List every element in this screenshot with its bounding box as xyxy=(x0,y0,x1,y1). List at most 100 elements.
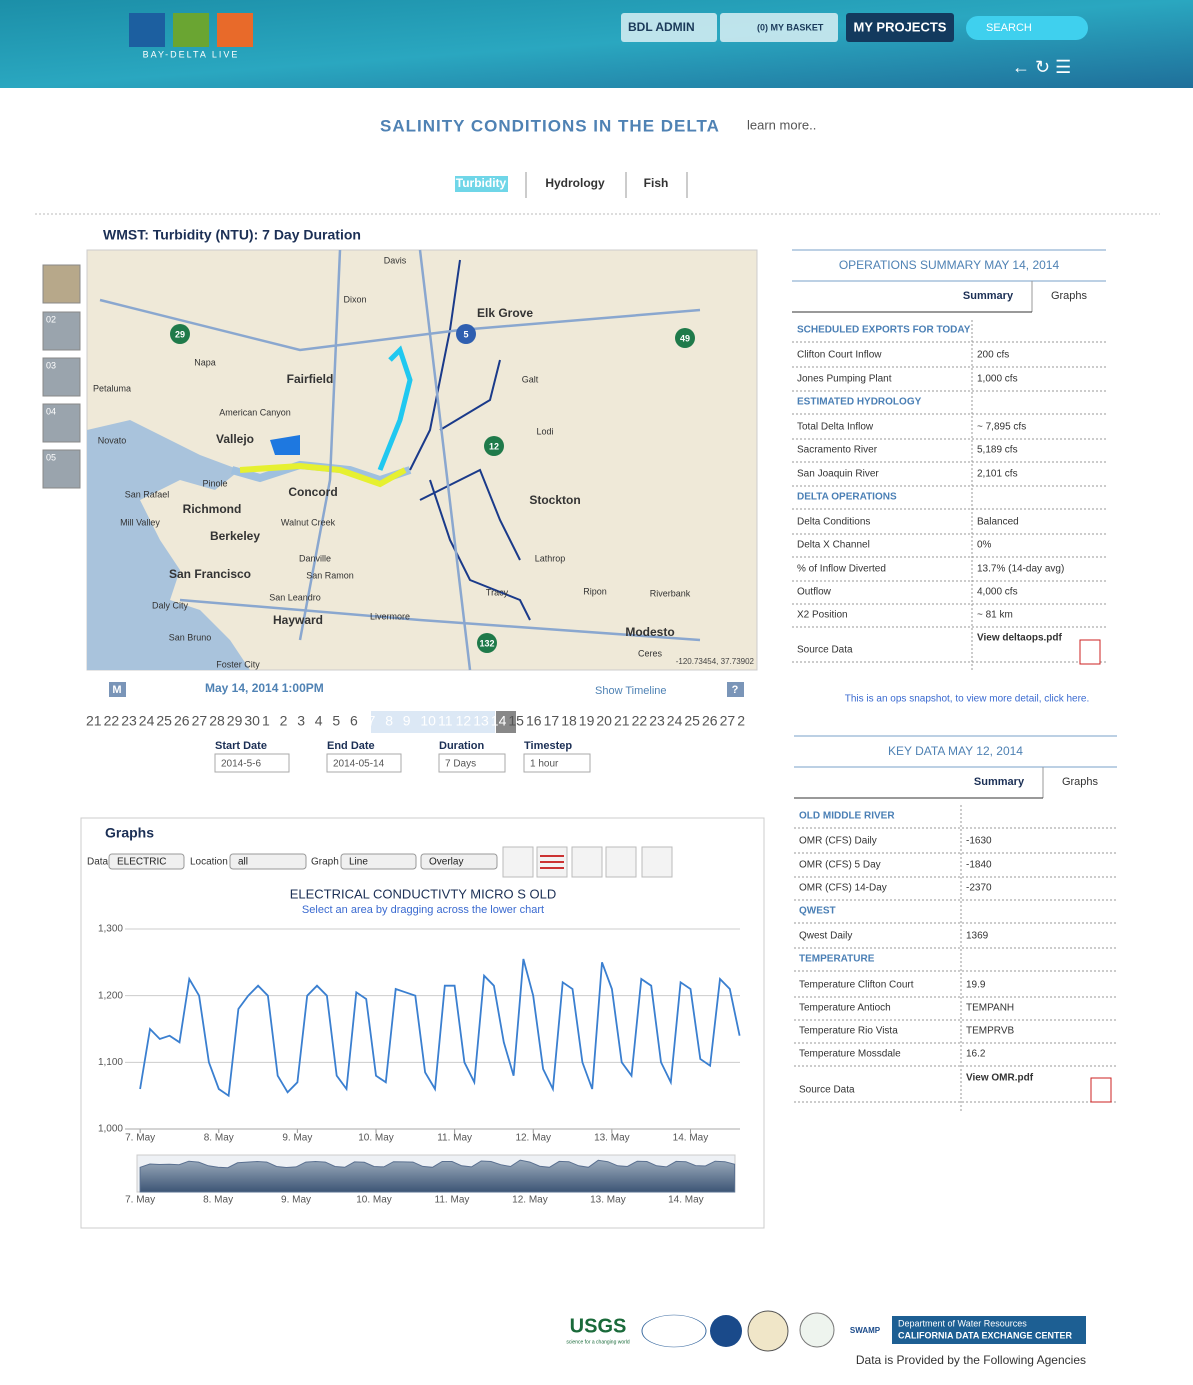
select-value[interactable]: Overlay xyxy=(429,857,463,868)
graph-tool[interactable] xyxy=(641,846,673,878)
field-value[interactable]: 7 Days xyxy=(445,759,476,770)
panel-tab[interactable]: Summary xyxy=(974,776,1025,788)
select[interactable] xyxy=(108,853,185,870)
graph-tool[interactable] xyxy=(605,846,637,878)
timeline-day[interactable]: 10 xyxy=(420,713,436,729)
timeline-day[interactable]: 12 xyxy=(456,713,472,729)
timeline-day[interactable]: 11 xyxy=(438,713,453,729)
help-label[interactable]: ? xyxy=(732,684,739,696)
map-label: San Leandro xyxy=(269,592,321,602)
nav-icons[interactable]: ← ↻ ☰ xyxy=(1012,57,1071,77)
timeline-day[interactable]: 7 xyxy=(368,713,376,729)
graph-tool[interactable] xyxy=(502,846,534,878)
search-box[interactable] xyxy=(966,16,1088,40)
timeline-day[interactable]: 1 xyxy=(262,713,270,729)
field-input[interactable] xyxy=(214,753,290,773)
field-input[interactable] xyxy=(326,753,402,773)
select-value[interactable]: ELECTRIC xyxy=(117,857,166,868)
field-value[interactable]: 1 hour xyxy=(530,759,559,770)
field-value[interactable]: 2014-5-6 xyxy=(221,759,261,770)
map-label: Davis xyxy=(384,255,407,265)
basket[interactable]: (0) MY BASKET xyxy=(757,22,824,32)
admin[interactable]: BDL ADMIN xyxy=(628,20,695,34)
thumbnail[interactable] xyxy=(42,264,81,304)
control-label: Graph xyxy=(311,857,339,868)
panel-tab[interactable]: Graphs xyxy=(1062,776,1099,788)
timeline-day[interactable]: 8 xyxy=(385,713,393,729)
select-value[interactable]: Line xyxy=(349,857,368,868)
tab[interactable]: Hydrology xyxy=(545,176,605,190)
row-value: TEMPANH xyxy=(966,1003,1014,1014)
map[interactable] xyxy=(86,249,758,671)
timeline-day[interactable]: 5 xyxy=(332,713,340,729)
field-input[interactable] xyxy=(438,753,506,773)
field-input[interactable] xyxy=(523,753,591,773)
projects-button[interactable] xyxy=(846,13,954,42)
select[interactable] xyxy=(420,853,498,870)
timeline-day[interactable]: 29 xyxy=(227,713,243,729)
timeline-day[interactable]: 26 xyxy=(702,713,718,729)
timeline-day[interactable]: 25 xyxy=(684,713,700,729)
row-value: 1,000 cfs xyxy=(977,374,1018,385)
timeline-day[interactable]: 23 xyxy=(649,713,665,729)
timeline-day[interactable]: 21 xyxy=(86,713,102,729)
timeline-day[interactable]: 2 xyxy=(737,713,745,729)
timeline-day[interactable]: 27 xyxy=(720,713,736,729)
row-value[interactable]: View deltaops.pdf xyxy=(977,633,1062,644)
panel-tab[interactable]: Graphs xyxy=(1051,290,1088,302)
timeline-day[interactable]: 3 xyxy=(297,713,305,729)
timeline-day[interactable]: 17 xyxy=(544,713,560,729)
learn-more[interactable]: learn more.. xyxy=(747,117,816,132)
timeline-day[interactable]: 22 xyxy=(632,713,648,729)
thumbnail[interactable] xyxy=(42,403,81,443)
help-button[interactable] xyxy=(727,682,744,697)
section-header: TEMPERATURE xyxy=(799,954,875,965)
timeline-day[interactable]: 9 xyxy=(403,713,411,729)
timeline-day[interactable]: 19 xyxy=(579,713,595,729)
ops-note[interactable]: This is an ops snapshot, to view more de… xyxy=(845,694,1090,705)
projects[interactable]: MY PROJECTS xyxy=(854,19,947,34)
select[interactable] xyxy=(340,853,417,870)
agency-logo xyxy=(641,1314,707,1348)
m-button[interactable] xyxy=(109,682,126,697)
row-value[interactable]: View OMR.pdf xyxy=(966,1073,1034,1084)
tab[interactable]: Fish xyxy=(644,176,669,190)
timeline-day[interactable]: 28 xyxy=(209,713,225,729)
select-value[interactable]: all xyxy=(238,857,248,868)
show-timeline[interactable]: Show Timeline xyxy=(595,685,667,697)
timeline-day[interactable]: 15 xyxy=(508,713,524,729)
timeline-day[interactable]: 23 xyxy=(121,713,137,729)
timeline-day[interactable]: 26 xyxy=(174,713,190,729)
select[interactable] xyxy=(229,853,307,870)
search[interactable]: SEARCH xyxy=(986,22,1032,34)
timeline-day[interactable]: 13 xyxy=(473,713,489,729)
timeline-day[interactable]: 24 xyxy=(139,713,155,729)
thumbnail[interactable] xyxy=(42,357,81,397)
graph-panel xyxy=(80,817,765,1229)
timeline-day[interactable]: 4 xyxy=(315,713,323,729)
panel-tab[interactable]: Summary xyxy=(963,290,1014,302)
m-label[interactable]: M xyxy=(112,684,121,696)
timeline-day[interactable]: 25 xyxy=(156,713,172,729)
timeline-day[interactable]: 22 xyxy=(104,713,120,729)
dwr-text: Department of Water Resources xyxy=(898,1318,1027,1328)
thumbnail[interactable] xyxy=(42,311,81,351)
timeline-day[interactable]: 24 xyxy=(667,713,683,729)
thumbnail[interactable] xyxy=(42,449,81,489)
thumbnail-label: 03 xyxy=(46,360,56,370)
timeline-day[interactable]: 18 xyxy=(561,713,577,729)
basket-button[interactable] xyxy=(720,13,838,42)
timeline-day[interactable]: 14 xyxy=(491,713,507,729)
timeline-day[interactable]: 6 xyxy=(350,713,358,729)
field-value[interactable]: 2014-05-14 xyxy=(333,759,385,770)
timeline-day[interactable]: 20 xyxy=(596,713,612,729)
map-label: Foster City xyxy=(216,659,260,669)
tab[interactable]: Turbidity xyxy=(456,176,507,190)
timeline-day[interactable]: 2 xyxy=(280,713,288,729)
timeline-day[interactable]: 27 xyxy=(192,713,208,729)
graph-tool[interactable] xyxy=(571,846,603,878)
timeline-day[interactable]: 21 xyxy=(614,713,630,729)
admin-button[interactable] xyxy=(621,13,717,42)
timeline-day[interactable]: 16 xyxy=(526,713,542,729)
timeline-day[interactable]: 30 xyxy=(244,713,260,729)
